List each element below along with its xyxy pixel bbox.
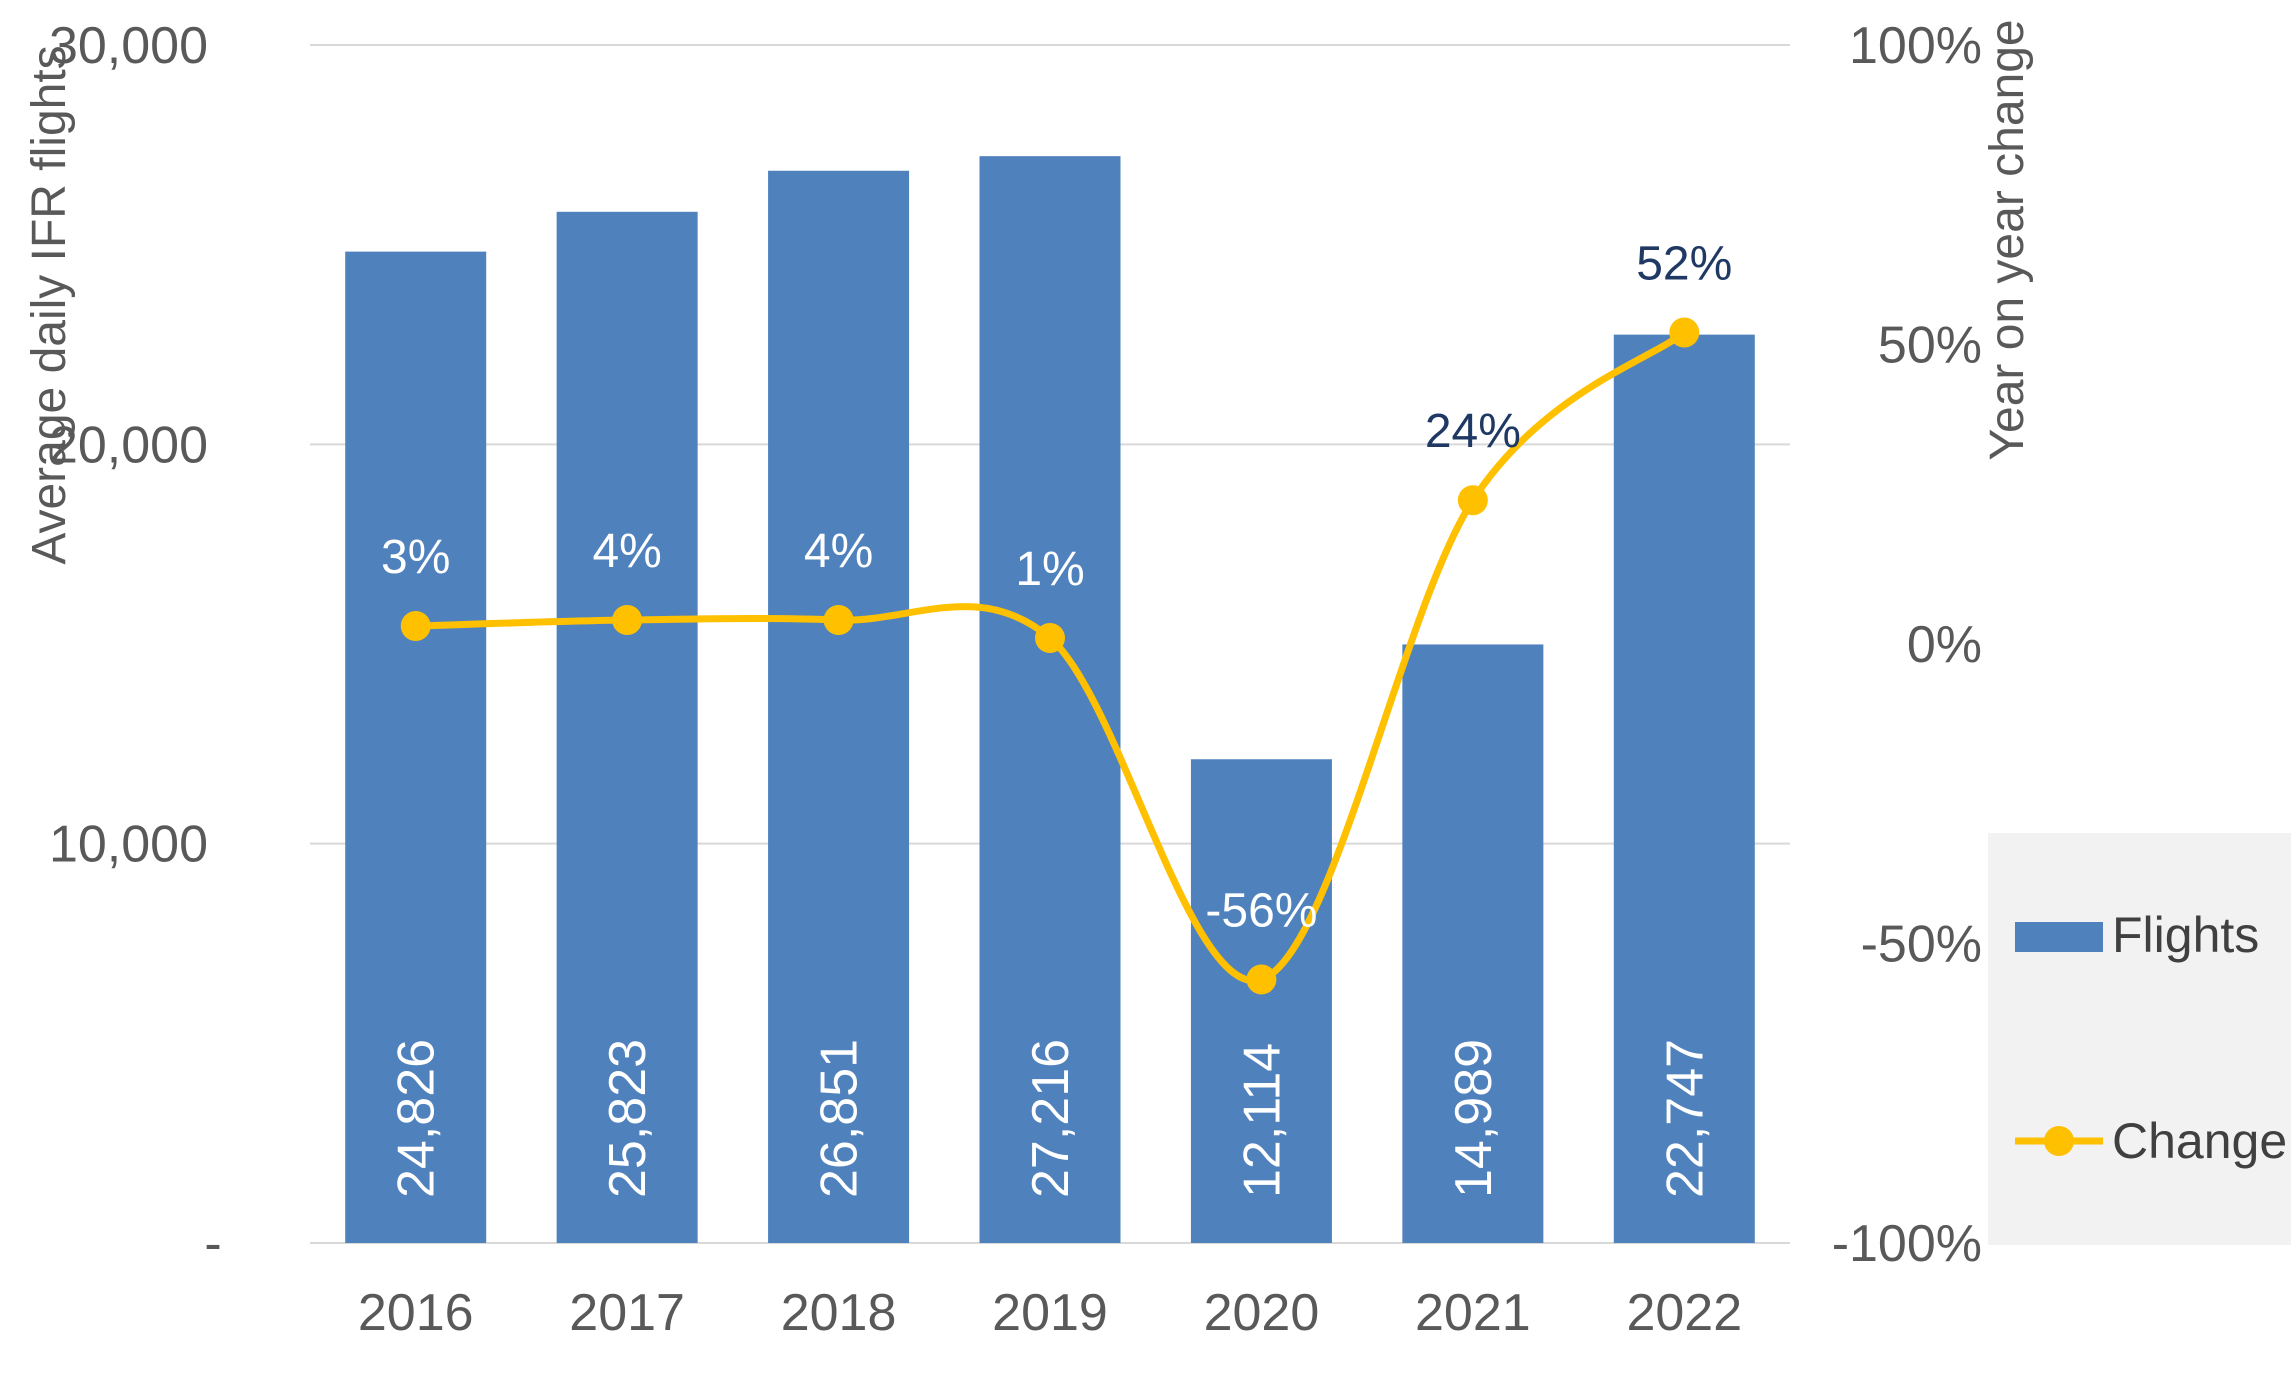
bar-2020	[1190, 759, 1332, 1243]
y-tick-label: 20,000	[49, 416, 208, 474]
change-point-2021	[1457, 485, 1488, 516]
bars	[345, 156, 1755, 1244]
bar-2016	[345, 251, 487, 1244]
x-tick-label-2017: 2017	[569, 1284, 685, 1342]
change-value-label-2021: 24%	[1425, 405, 1521, 458]
x-axis-ticks: 2016 2017 2018 2019 2020 2021 2022	[358, 1284, 1742, 1342]
y-tick-label: -	[204, 1215, 221, 1273]
change-point-2020	[1246, 964, 1277, 995]
change-value-label-2016: 3%	[381, 531, 450, 584]
y2-tick-label: -100%	[1832, 1215, 1982, 1273]
y2-tick-label: 0%	[1907, 616, 1982, 674]
x-tick-label-2018: 2018	[781, 1284, 897, 1342]
legend-change-marker	[2044, 1126, 2074, 1156]
change-value-label-2019: 1%	[1015, 543, 1084, 596]
bar-2018	[768, 170, 910, 1244]
bar-2022	[1613, 334, 1755, 1243]
change-point-2022	[1669, 317, 1700, 348]
change-value-label-2018: 4%	[804, 525, 873, 578]
legend: Flights Change	[1988, 833, 2291, 1245]
y-tick-label: 10,000	[49, 816, 208, 874]
x-tick-label-2021: 2021	[1415, 1284, 1531, 1342]
bar-value-label-2021: 14,989	[1445, 1039, 1503, 1198]
left-axis-ticks: - 10,000 20,000 30,000	[49, 17, 222, 1273]
y2-axis-title: Year on year change	[1981, 19, 2034, 460]
y2-tick-label: -50%	[1861, 916, 1982, 974]
bar-2021	[1402, 644, 1544, 1243]
bar-2019	[979, 156, 1121, 1243]
change-point-2019	[1035, 623, 1065, 654]
change-point-2018	[823, 605, 854, 636]
right-axis-ticks: -100% -50% 0% 50% 100%	[1832, 17, 1982, 1273]
y-axis-title: Average daily IFR flights	[23, 45, 76, 564]
change-point-2016	[400, 611, 431, 642]
change-value-label-2022: 52%	[1636, 238, 1732, 291]
legend-change-label: Change	[2112, 1113, 2287, 1169]
bar-value-label-2020: 12,114	[1233, 1043, 1291, 1198]
change-value-label-2020: -56%	[1205, 884, 1317, 937]
y2-tick-label: 50%	[1878, 317, 1982, 375]
legend-flights-label: Flights	[2112, 907, 2259, 963]
bar-value-label-2019: 27,216	[1022, 1039, 1080, 1198]
legend-background	[1988, 833, 2291, 1245]
change-point-2017	[612, 605, 643, 636]
x-tick-label-2022: 2022	[1626, 1284, 1742, 1342]
y2-tick-label: 100%	[1849, 17, 1982, 75]
change-value-labels: 3% 4% 4% 1% -56% 24% 52%	[381, 238, 1732, 938]
x-tick-label-2016: 2016	[358, 1284, 474, 1342]
bar-value-label-2018: 26,851	[811, 1039, 869, 1198]
bar-2017	[556, 211, 698, 1244]
bar-value-label-2022: 22,747	[1656, 1039, 1714, 1198]
y-tick-label: 30,000	[49, 17, 208, 75]
bar-value-label-2016: 24,826	[388, 1039, 446, 1198]
legend-flights-swatch	[2015, 922, 2103, 952]
change-value-label-2017: 4%	[592, 525, 661, 578]
change-line	[400, 317, 1700, 995]
bar-value-labels: 24,826 25,823 26,851 27,216 12,114 14,989 22,7…	[388, 1039, 1715, 1198]
bar-value-label-2017: 25,823	[599, 1039, 657, 1198]
x-tick-label-2020: 2020	[1204, 1284, 1320, 1342]
x-tick-label-2019: 2019	[992, 1284, 1108, 1342]
